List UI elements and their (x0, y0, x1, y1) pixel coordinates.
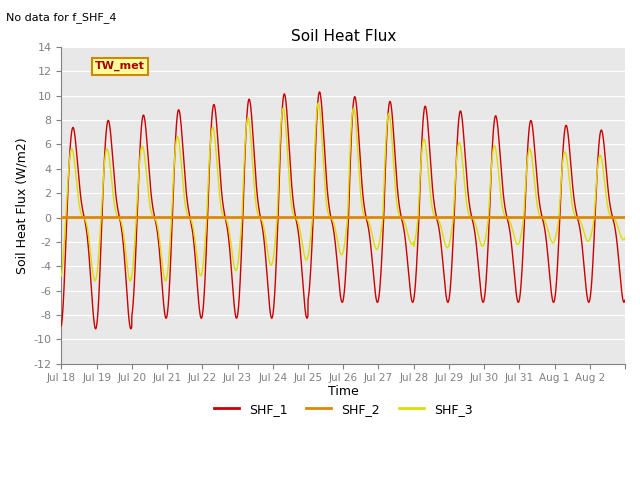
Legend: SHF_1, SHF_2, SHF_3: SHF_1, SHF_2, SHF_3 (209, 398, 477, 421)
Title: Soil Heat Flux: Soil Heat Flux (291, 29, 396, 44)
Text: No data for f_SHF_4: No data for f_SHF_4 (6, 12, 117, 23)
Y-axis label: Soil Heat Flux (W/m2): Soil Heat Flux (W/m2) (15, 137, 28, 274)
Text: TW_met: TW_met (95, 61, 145, 72)
X-axis label: Time: Time (328, 385, 358, 398)
